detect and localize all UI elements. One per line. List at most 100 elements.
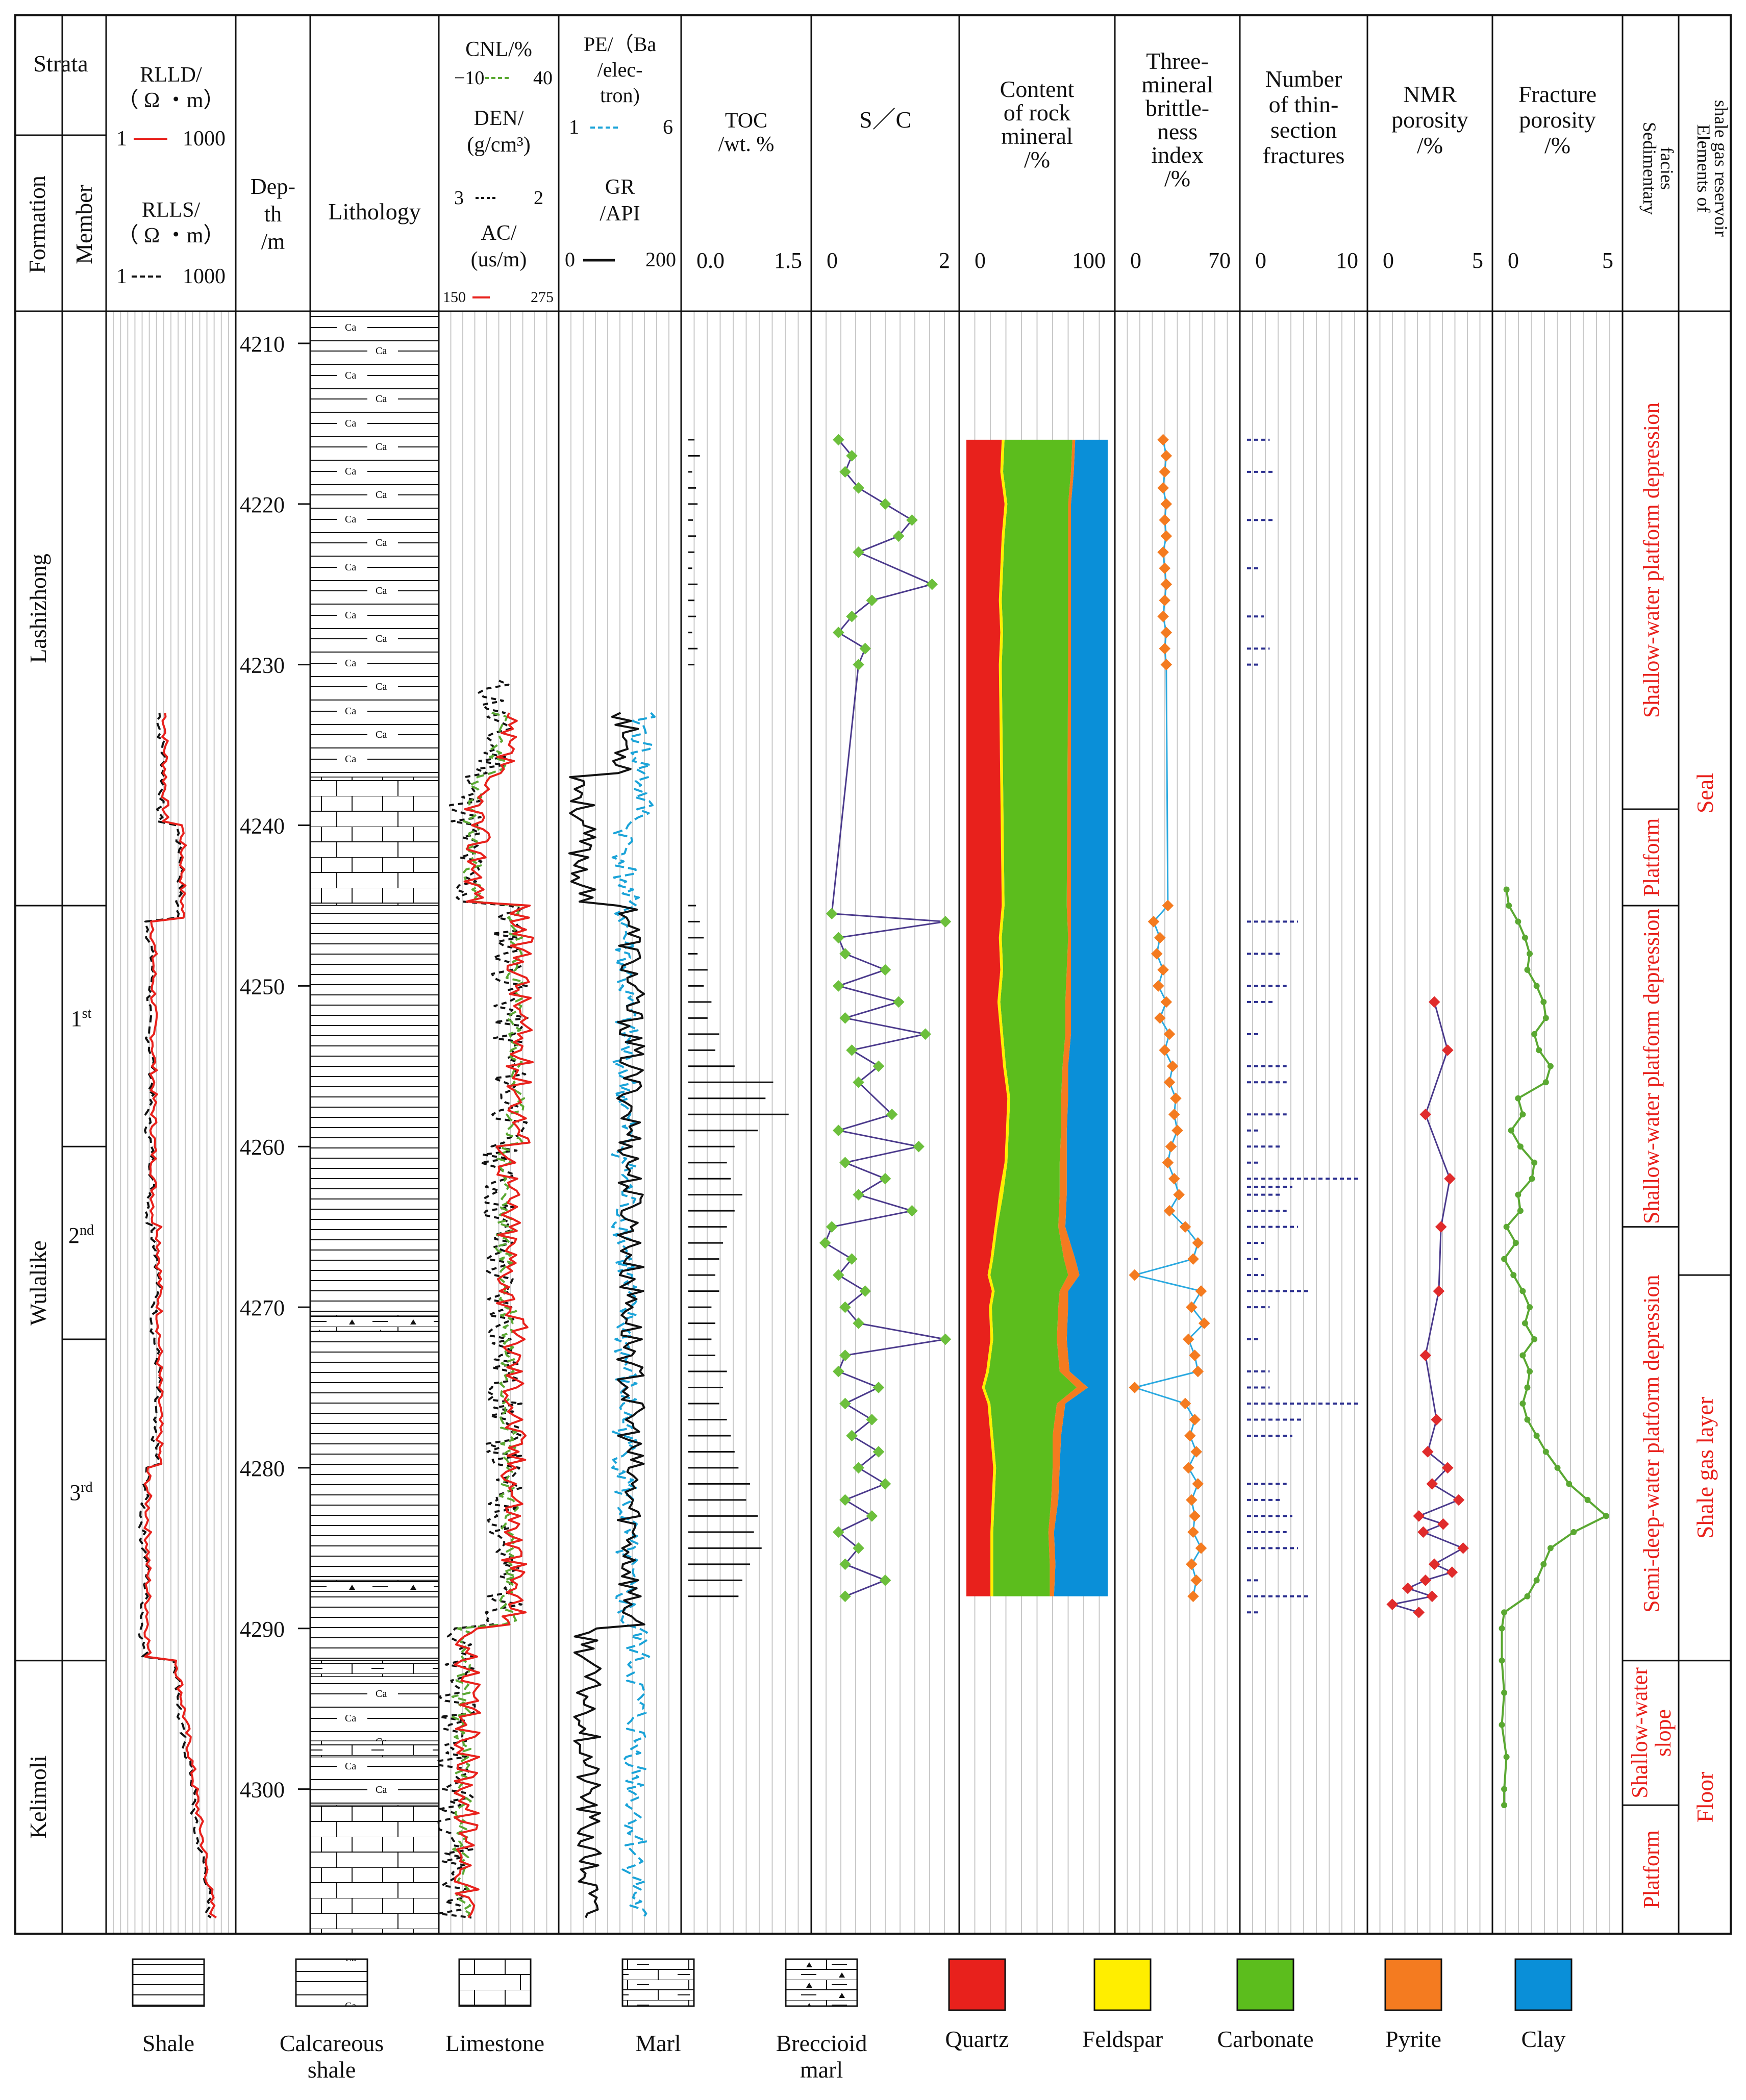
fracture-porosity-point [1570, 1529, 1577, 1535]
header-text: （ Ω ・m） [117, 224, 225, 247]
facies-zone-label: Semi-deep-water platform depression [1639, 1275, 1664, 1613]
brittleness-point [1160, 996, 1173, 1008]
den-max: 2 [534, 187, 543, 209]
brittleness-point [1163, 1028, 1176, 1040]
header-text: (us/m) [471, 248, 527, 271]
fracture-porosity-point [1512, 1240, 1519, 1246]
element-zone-label: Floor [1692, 1772, 1718, 1823]
fracture-porosity-point [1540, 1561, 1547, 1567]
nmr-point [1433, 1285, 1445, 1297]
brittleness-point [1159, 466, 1171, 478]
header-text: Number [1265, 66, 1342, 92]
brittleness-point [1170, 1092, 1182, 1105]
nmr-point [1441, 1044, 1454, 1056]
nmr-min: 0 [1383, 248, 1394, 273]
legend-swatch-feldspar [1093, 1958, 1152, 2011]
header-text: (g/cm³) [467, 133, 531, 157]
sc-point [919, 1028, 931, 1040]
fracture-porosity-point [1517, 1208, 1524, 1214]
sc-point [906, 514, 918, 526]
brittleness-point [1195, 1285, 1207, 1297]
facies-zone-label: slope [1651, 1709, 1676, 1757]
fracture-porosity-point [1542, 1079, 1549, 1086]
fracture-porosity-line [1501, 889, 1607, 1806]
header-text: of rock [1004, 99, 1071, 126]
fracture-porosity-point [1503, 886, 1510, 893]
fracture-porosity-point [1506, 902, 1512, 909]
nmr-point [1441, 1462, 1454, 1474]
header-text: Fracture [1518, 81, 1597, 107]
sc-point [839, 948, 851, 960]
header-text: /% [1544, 132, 1570, 158]
nmr-point [1402, 1582, 1414, 1594]
fracture-porosity-point [1524, 966, 1531, 973]
header-text: /elec- [597, 58, 643, 81]
lithology-calcareous-shale [310, 1756, 439, 1806]
member-name: 2nd [68, 1222, 94, 1248]
sc-max: 2 [939, 248, 950, 273]
legend-label: Pyrite [1385, 2026, 1441, 2052]
sc-point [839, 1012, 851, 1024]
brittleness-point [1159, 594, 1171, 607]
sc-point [913, 1140, 925, 1153]
member-header: Member [71, 185, 97, 264]
fracture-porosity-point [1501, 1689, 1508, 1696]
header-text: section [1270, 117, 1337, 143]
sc-point [866, 1510, 878, 1522]
brittleness-point [1163, 1205, 1176, 1217]
fracture-porosity-point [1524, 1416, 1531, 1423]
fracture-porosity-point [1531, 1336, 1538, 1343]
sc-point [872, 1446, 885, 1458]
brittleness-point [1171, 1124, 1183, 1137]
brittleness-point [1157, 482, 1169, 494]
sc-point [859, 1285, 871, 1297]
fracture-porosity-point [1508, 1127, 1514, 1134]
fracture-porosity-point [1515, 1095, 1521, 1102]
brittleness-point [1186, 1301, 1198, 1313]
pe-max: 6 [663, 115, 673, 138]
brittleness-point [1195, 1542, 1207, 1554]
lithology-calcareous-shale [310, 1676, 439, 1741]
cnl-label: CNL/% [465, 38, 532, 61]
sc-point [853, 482, 864, 494]
fracture-porosity-point [1527, 1304, 1533, 1311]
facies-header: facies [1657, 147, 1677, 190]
nmr-point [1386, 1598, 1399, 1610]
header-text: th [264, 202, 282, 227]
fracture-porosity-point [1531, 1031, 1538, 1037]
lithology-shale [310, 905, 439, 1316]
element-zone-label: Shale gas layer [1692, 1397, 1718, 1539]
brittleness-point [1179, 1397, 1191, 1410]
fracture-porosity-point [1517, 1143, 1524, 1150]
header-text: S／C [859, 107, 911, 133]
brittleness-point [1187, 1590, 1199, 1603]
fracture-porosity-point [1584, 1496, 1591, 1503]
brittleness-point [1159, 562, 1171, 574]
brittleness-point [1160, 659, 1173, 670]
rlld-curve [143, 712, 217, 1919]
fracture-porosity-point [1503, 1223, 1510, 1230]
sc-point [853, 1462, 864, 1474]
sc-point [832, 932, 844, 944]
gr-max: 200 [645, 248, 676, 271]
nmr-point [1457, 1542, 1469, 1554]
ac-min: 150 [443, 289, 466, 306]
brittleness-point [1186, 1494, 1198, 1506]
sc-point [839, 1494, 851, 1506]
brittleness-point [1186, 1558, 1198, 1570]
cnl-min: −10 [454, 67, 484, 89]
fracture-porosity-point [1533, 1432, 1540, 1439]
brittleness-point [1179, 1221, 1191, 1233]
brittleness-point [1163, 1076, 1176, 1088]
nmr-point [1413, 1510, 1425, 1522]
header-text: brittle- [1145, 95, 1209, 121]
fpor-max: 5 [1602, 248, 1613, 273]
sc-point [872, 1382, 885, 1393]
rlls-min: 1 [116, 265, 127, 288]
frac-min: 0 [1255, 248, 1266, 273]
brittleness-point [1190, 1574, 1203, 1586]
member-ordinal: nd [80, 1222, 94, 1238]
fracture-porosity-point [1540, 998, 1547, 1005]
